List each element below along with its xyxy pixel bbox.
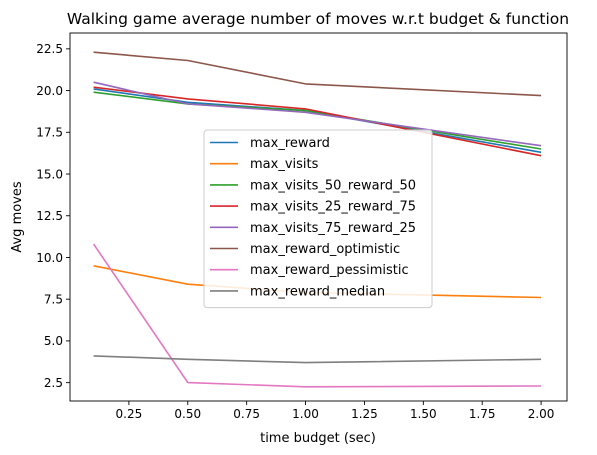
x-tick-label: 1.50 [410, 407, 437, 421]
y-tick-label: 5.0 [44, 334, 63, 348]
x-tick-label: 2.00 [528, 407, 555, 421]
plot-area [69, 32, 568, 402]
x-tick-label: 0.50 [174, 407, 201, 421]
x-tick-label: 0.25 [116, 407, 143, 421]
chart-title: Walking game average number of moves w.r… [67, 10, 569, 28]
y-axis-label: Avg moves [10, 181, 25, 253]
legend-label: max_visits_50_reward_50 [250, 178, 416, 193]
legend-box [203, 129, 433, 309]
legend-label: max_reward [250, 136, 330, 151]
y-tick-label: 7.5 [44, 292, 63, 306]
legend: max_reward max_visits max_visits_50_reward… [203, 129, 433, 309]
x-tick-label: 1.00 [292, 407, 319, 421]
series-line-max-visits-75-reward-25 [93, 81, 542, 147]
y-axis-ticks: 2.5 5.0 7.5 10.0 12.5 15.0 17.5 20.0 22.5 [36, 42, 70, 390]
legend-label: max_reward_median [250, 284, 385, 299]
x-tick-label: 1.25 [351, 407, 378, 421]
y-tick-label: 10.0 [36, 251, 63, 265]
y-tick-label: 20.0 [36, 84, 63, 98]
series-line-max-reward-median [93, 355, 542, 364]
legend-label: max_visits [250, 157, 319, 172]
y-tick-label: 17.5 [36, 126, 63, 140]
series-line-max-reward-pessimistic [92, 243, 542, 388]
legend-label: max_visits_75_reward_25 [250, 221, 416, 236]
legend-label: max_reward_pessimistic [250, 263, 409, 278]
y-tick-label: 12.5 [36, 209, 63, 223]
x-tick-label: 1.75 [469, 407, 496, 421]
legend-label: max_reward_optimistic [250, 242, 400, 257]
x-axis-ticks: 0.25 0.50 0.75 1.00 1.25 1.50 1.75 2.00 [116, 401, 555, 421]
y-tick-label: 15.0 [36, 167, 63, 181]
series-lines [92, 51, 542, 388]
plot-frame [69, 32, 568, 402]
x-axis-label: time budget (sec) [260, 431, 376, 446]
x-tick-label: 0.75 [233, 407, 260, 421]
series-line-max-reward-optimistic [93, 51, 542, 97]
y-tick-label: 2.5 [44, 376, 63, 390]
y-tick-label: 22.5 [36, 42, 63, 56]
legend-label: max_visits_25_reward_75 [250, 200, 416, 215]
